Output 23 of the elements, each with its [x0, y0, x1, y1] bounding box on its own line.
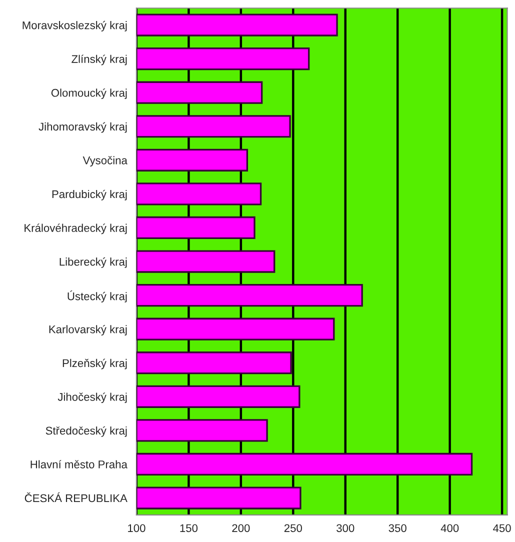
y-tick-label: Středočeský kraj [46, 426, 127, 437]
y-tick-label: Pardubický kraj [52, 190, 127, 200]
x-tick-label: 400 [440, 524, 459, 532]
y-tick-label: Plzeňský kraj [62, 358, 127, 370]
x-tick-label: 200 [232, 524, 250, 532]
y-tick-label: Moravskoslezský kraj [22, 20, 127, 32]
x-tick-label: 250 [284, 524, 302, 532]
y-tick-label: Karlovarský kraj [49, 324, 127, 336]
y-tick-label: Ústecký kraj [68, 290, 127, 302]
y-tick-label: Královéhradecký kraj [24, 224, 127, 234]
x-tick-label: 100 [128, 524, 146, 532]
y-tick-label: Zlínský kraj [72, 54, 127, 66]
y-tick-label: Jihočeský kraj [58, 392, 127, 404]
y-tick-label: Olomoucký kraj [51, 88, 127, 99]
y-tick-label: Liberecký kraj [60, 257, 127, 268]
y-tick-label: Vysočina [82, 156, 128, 167]
y-tick-label: Hlavní město Praha [30, 460, 128, 468]
x-tick-label: 150 [180, 524, 198, 532]
x-tick-label: 300 [336, 524, 354, 532]
y-tick-label: Jihomoravský kraj [38, 122, 127, 133]
x-tick-label: 450 [493, 524, 511, 532]
y-tick-label: ČESKÁ REPUBLIKA [24, 492, 128, 502]
x-tick-label: 350 [388, 524, 406, 532]
